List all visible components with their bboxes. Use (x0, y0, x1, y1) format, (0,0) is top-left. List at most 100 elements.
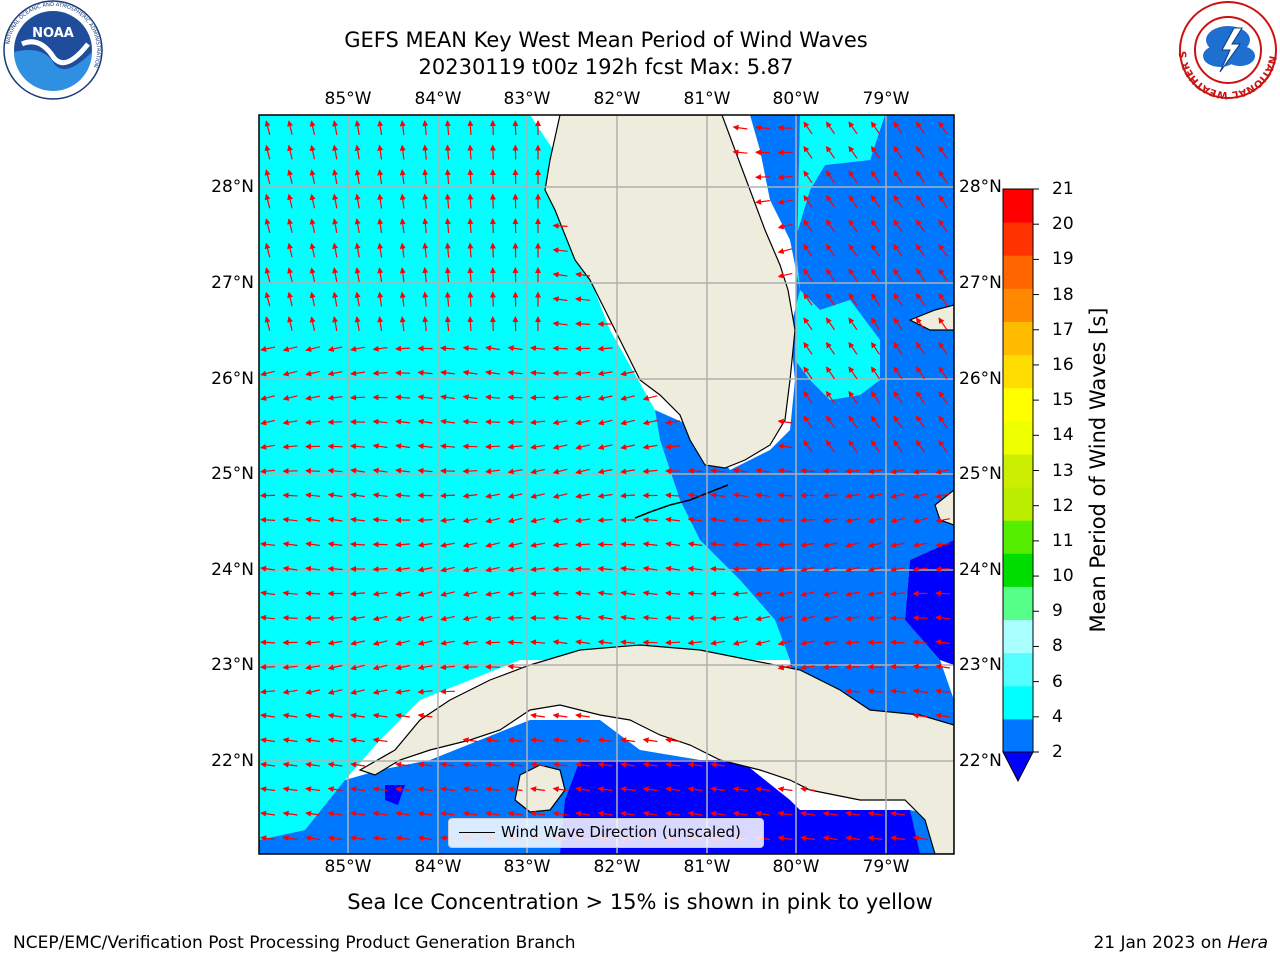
wave-direction-arrow (260, 688, 276, 695)
wave-direction-arrow (350, 689, 365, 695)
wave-direction-arrow (372, 418, 388, 425)
wave-direction-arrow (755, 516, 771, 523)
wave-direction-arrow (282, 614, 298, 621)
wave-direction-arrow (938, 292, 948, 306)
wave-direction-arrow (395, 640, 410, 646)
wave-direction-arrow (848, 415, 858, 429)
wave-direction-arrow (440, 345, 456, 352)
wave-direction-arrow (938, 317, 948, 331)
wave-direction-arrow (867, 615, 883, 622)
wave-direction-arrow (332, 291, 339, 307)
wave-direction-arrow (732, 590, 748, 597)
wave-direction-arrow (287, 291, 293, 307)
wave-direction-arrow (395, 590, 411, 597)
wave-direction-arrow (575, 296, 591, 303)
wave-direction-arrow (803, 317, 813, 331)
wave-direction-arrow (422, 120, 429, 136)
colorbar-tick-label: 14 (1052, 425, 1074, 446)
wave-direction-arrow (462, 369, 478, 376)
wave-direction-arrow (803, 390, 813, 404)
wave-direction-arrow (938, 439, 948, 453)
wave-direction-arrow (732, 516, 748, 523)
map-subtitle: 20230119 t00z 192h fcst Max: 5.87 (418, 55, 794, 79)
wave-direction-arrow (417, 394, 433, 401)
wave-direction-arrow (305, 492, 321, 499)
wave-direction-arrow (332, 120, 339, 136)
wave-direction-arrow (755, 467, 770, 474)
wave-direction-arrow (552, 639, 568, 646)
wave-direction-arrow (870, 317, 880, 331)
wave-direction-arrow (777, 443, 793, 450)
colorbar-cell (1003, 487, 1033, 521)
wave-direction-arrow (282, 565, 298, 572)
wave-direction-arrow (552, 810, 568, 817)
wave-direction-arrow (282, 443, 298, 450)
wave-direction-arrow (848, 243, 858, 257)
wave-direction-arrow (377, 316, 384, 331)
wave-direction-arrow (870, 243, 880, 257)
wave-direction-arrow (755, 124, 771, 131)
wave-direction-arrow (938, 219, 948, 233)
wave-direction-arrow (890, 835, 905, 842)
colorbar-under-triangle (1002, 751, 1034, 783)
wave-direction-arrow (597, 639, 613, 646)
colorbar-cell (1003, 586, 1033, 621)
wave-direction-arrow (935, 712, 950, 719)
wave-direction-arrow (287, 242, 293, 258)
wave-direction-arrow (530, 737, 545, 744)
wave-direction-arrow (354, 316, 361, 332)
wave-direction-arrow (938, 268, 948, 282)
wave-direction-arrow (440, 810, 455, 817)
wave-direction-arrow (264, 291, 271, 307)
wave-direction-arrow (710, 516, 725, 523)
wave-direction-arrow (893, 317, 903, 331)
wave-direction-arrow (845, 590, 860, 597)
wave-direction-arrow (845, 517, 861, 524)
wave-direction-arrow (867, 566, 883, 573)
wave-direction-arrow (489, 316, 496, 332)
wave-direction-arrow (710, 639, 726, 646)
wave-direction-arrow (732, 492, 748, 499)
wave-direction-arrow (467, 144, 474, 160)
wave-direction-arrow (893, 390, 903, 404)
wave-direction-arrow (264, 169, 271, 184)
wave-direction-arrow (485, 737, 500, 744)
wave-direction-arrow (305, 565, 321, 572)
wave-direction-arrow (507, 493, 523, 499)
wave-direction-arrow (552, 614, 568, 621)
sea-ice-caption: Sea Ice Concentration > 15% is shown in … (347, 890, 933, 914)
colorbar-tick-label: 4 (1052, 706, 1063, 727)
wave-direction-arrow (399, 316, 406, 331)
lat-label-left: 25°N (211, 464, 254, 484)
wave-direction-arrow (440, 394, 455, 401)
lat-label-left: 26°N (211, 369, 254, 389)
colorbar-cell (1003, 553, 1033, 587)
wave-direction-arrow (395, 492, 411, 499)
wave-direction-arrow (552, 468, 568, 475)
wave-direction-arrow (755, 174, 771, 181)
lon-label-top: 83°W (503, 89, 551, 109)
colorbar-tick-label: 13 (1052, 460, 1074, 481)
wave-direction-arrow (350, 639, 365, 646)
wave-direction-arrow (800, 639, 815, 646)
wave-direction-arrow (755, 786, 770, 793)
wave-direction-arrow (332, 267, 339, 283)
wave-direction-arrow (327, 419, 343, 426)
colorbar-tick-label: 6 (1052, 671, 1063, 692)
wind-wave-vectors (260, 120, 951, 842)
wave-direction-arrow (309, 267, 316, 282)
wave-direction-arrow (507, 663, 523, 670)
wave-direction-arrow (890, 468, 906, 475)
wave-direction-arrow (327, 737, 343, 744)
wave-direction-arrow (732, 467, 748, 474)
wave-direction-arrow (687, 492, 703, 499)
wave-direction-arrow (687, 590, 703, 597)
wave-direction-arrow (687, 565, 703, 572)
wave-direction-arrow (462, 786, 478, 793)
wave-direction-arrow (710, 541, 726, 548)
wave-direction-arrow (485, 761, 500, 768)
wave-direction-arrow (260, 786, 275, 793)
wave-direction-arrow (530, 419, 546, 426)
wave-direction-arrow (327, 689, 343, 695)
land-cuba (358, 644, 954, 854)
